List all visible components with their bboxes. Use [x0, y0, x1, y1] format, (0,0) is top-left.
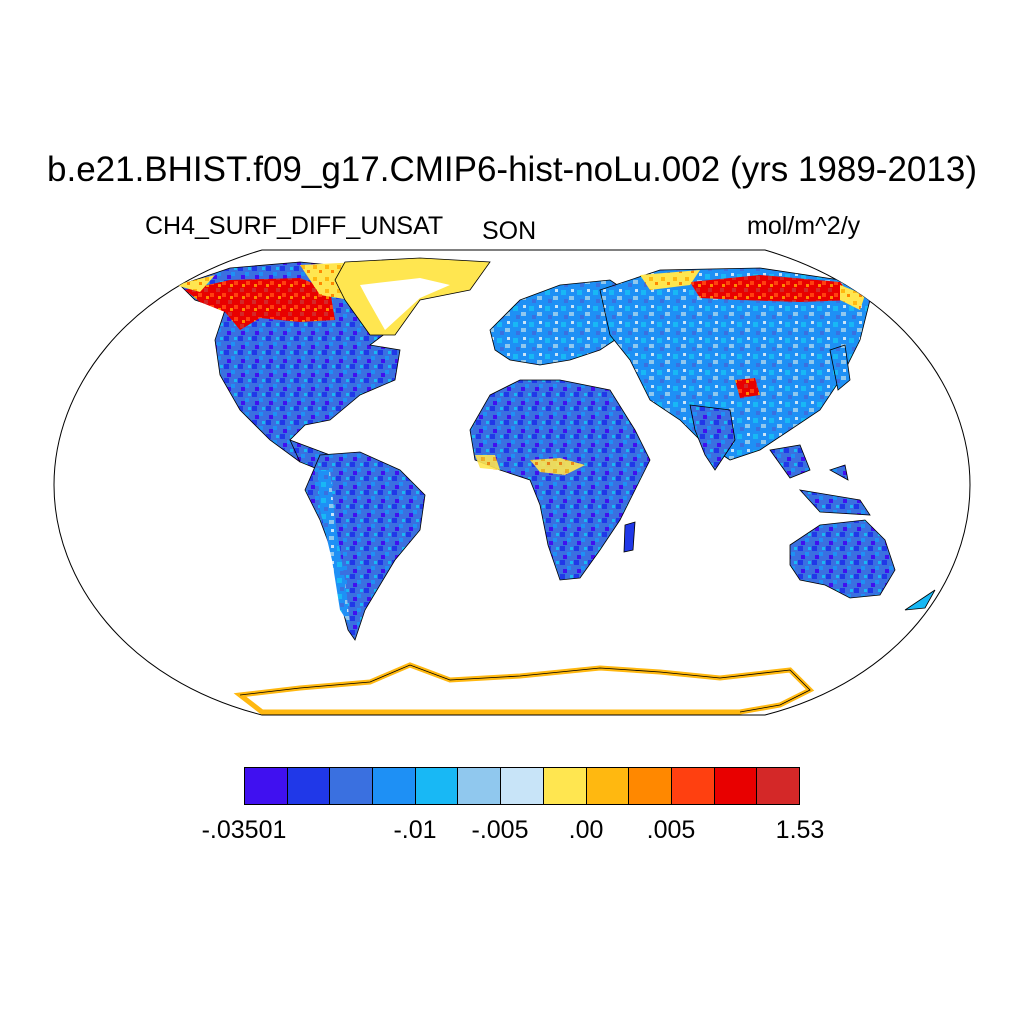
land-asia: [599, 267, 871, 461]
land-siberia-red: [690, 275, 855, 302]
land-north-america-arctic: [185, 278, 335, 330]
colorbar-swatch: [373, 768, 416, 804]
units-label: mol/m^2/y: [747, 212, 861, 240]
colorbar-swatch: [671, 768, 715, 804]
land-andes-light: [318, 470, 350, 625]
land-africa-sahel-hotspot: [475, 455, 585, 475]
colorbar: [244, 767, 800, 805]
colorbar-swatch: [287, 768, 331, 804]
figure-title: b.e21.BHIST.f09_g17.CMIP6-hist-noLu.002 …: [47, 150, 977, 189]
colorbar-swatch: [501, 768, 544, 804]
land-greenland-interior: [360, 278, 450, 330]
colorbar-tick-label: .005: [646, 816, 696, 844]
variable-label: CH4_SURF_DIFF_UNSAT: [145, 212, 444, 240]
land-south-america: [304, 451, 426, 641]
colorbar-swatch: [757, 768, 799, 804]
colorbar-tick-label: -.03501: [201, 816, 287, 844]
land-japan: [829, 344, 851, 391]
land-canada-yellow: [175, 262, 380, 300]
colorbar-swatch: [714, 768, 758, 804]
land-siberia-yellow: [640, 270, 865, 310]
colorbar-tick-label: .00: [568, 816, 604, 844]
colorbar-swatch: [543, 768, 587, 804]
land-se-asia-islands: [769, 444, 871, 516]
land-india: [689, 404, 736, 471]
colorbar-swatch: [415, 768, 459, 804]
land-asia-red-hotspot: [735, 378, 760, 398]
colorbar-tick-label: 1.53: [775, 816, 825, 844]
land-new-zealand: [904, 589, 936, 611]
colorbar-swatch: [245, 768, 288, 804]
colorbar-swatch: [458, 768, 502, 804]
land-madagascar: [623, 521, 636, 553]
colorbar-swatch: [586, 768, 630, 804]
colorbar-swatch: [629, 768, 672, 804]
colorbar-tick-label: -.005: [471, 816, 529, 844]
land-antarctica-coast: [239, 664, 811, 713]
season-label: SON: [482, 217, 537, 245]
colorbar-swatch: [330, 768, 374, 804]
land-australia: [789, 519, 896, 599]
colorbar-tick-label: -.01: [393, 816, 437, 844]
